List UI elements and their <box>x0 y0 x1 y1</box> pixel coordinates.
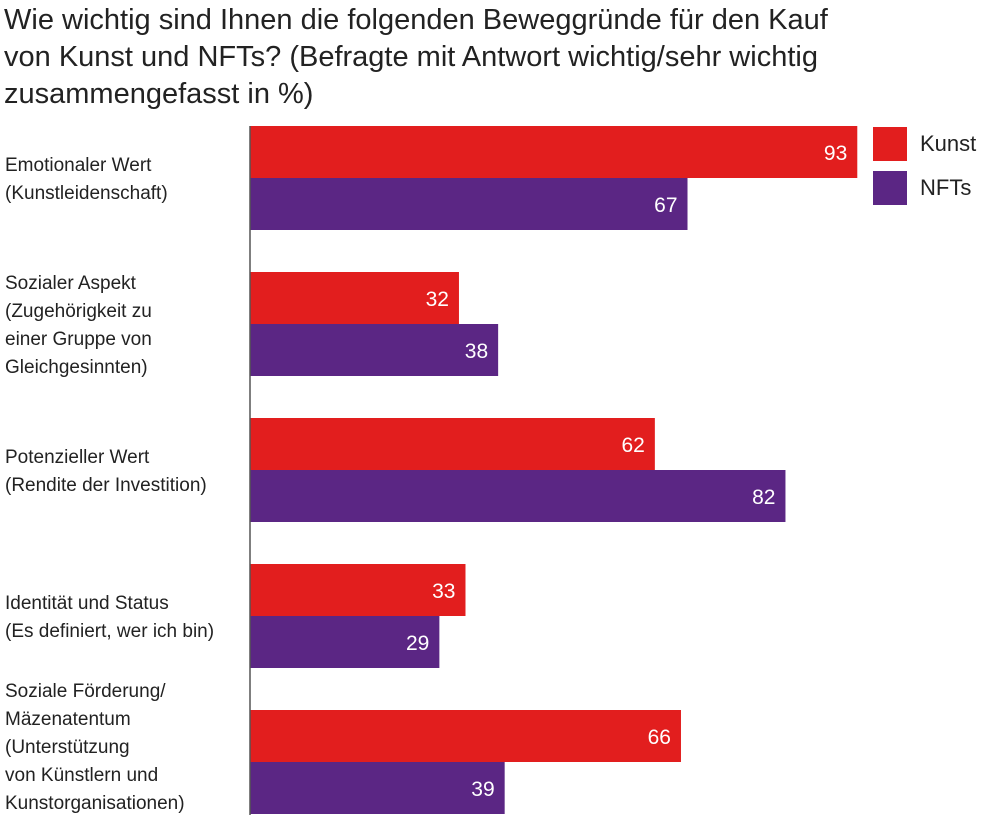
category-label-line: von Künstlern und <box>5 765 158 786</box>
category-label-line: Gleichgesinnten) <box>5 357 148 378</box>
chart-title: Wie wichtig sind Ihnen die folgenden Bew… <box>4 4 828 110</box>
value-label: 66 <box>648 726 671 749</box>
value-label: 67 <box>654 194 677 217</box>
category-label: Emotionaler Wert (Kunstleidenschaft) <box>5 155 168 204</box>
legend-label-kunst: Kunst <box>920 131 976 156</box>
value-label: 82 <box>752 486 775 509</box>
category-label-line: Identität und Status <box>5 593 169 614</box>
category-label-line: einer Gruppe von <box>5 329 152 350</box>
bar-kunst <box>250 272 459 324</box>
legend-swatch-kunst <box>873 127 907 161</box>
bar-nfts <box>250 762 505 814</box>
bar-kunst <box>250 126 858 178</box>
category-label: Identität und Status (Es definiert, wer i… <box>5 593 214 642</box>
category-label-line: Potenzieller Wert <box>5 447 150 468</box>
bar-kunst <box>250 710 681 762</box>
category-label-line: (Es definiert, wer ich bin) <box>5 621 214 642</box>
category-label: Potenzieller Wert (Rendite der Investitio… <box>5 447 207 496</box>
category-label-line: Mäzenatentum <box>5 709 131 730</box>
bar-kunst <box>250 418 655 470</box>
category-label: Sozialer Aspekt (Zugehörigkeit zu einer Gr… <box>5 273 152 378</box>
value-label: 93 <box>824 142 847 165</box>
category-label-line: (Zugehörigkeit zu <box>5 301 152 322</box>
category-label-line: (Rendite der Investition) <box>5 475 207 496</box>
value-label: 29 <box>406 632 429 655</box>
legend-label-nfts: NFTs <box>920 175 971 200</box>
bar-nfts <box>250 470 786 522</box>
category-label-line: Soziale Förderung/ <box>5 681 166 702</box>
category-label-line: Kunstorganisationen) <box>5 793 185 814</box>
category-label-line: Emotionaler Wert <box>5 155 152 176</box>
category-label-line: Sozialer Aspekt <box>5 273 137 294</box>
value-label: 38 <box>465 340 488 363</box>
bar-nfts <box>250 324 499 376</box>
value-label: 33 <box>432 580 455 603</box>
bar-nfts <box>250 616 440 668</box>
value-label: 39 <box>471 778 494 801</box>
category-label-line: (Kunstleidenschaft) <box>5 183 168 204</box>
category-label: Soziale Förderung/Mäzenatentum (Unterstüt… <box>5 681 185 814</box>
bar-nfts <box>250 178 688 230</box>
value-label: 32 <box>426 288 449 311</box>
legend-swatch-nfts <box>873 171 907 205</box>
bar-kunst <box>250 564 466 616</box>
category-label-line: (Unterstützung <box>5 737 130 758</box>
value-label: 62 <box>622 434 645 457</box>
